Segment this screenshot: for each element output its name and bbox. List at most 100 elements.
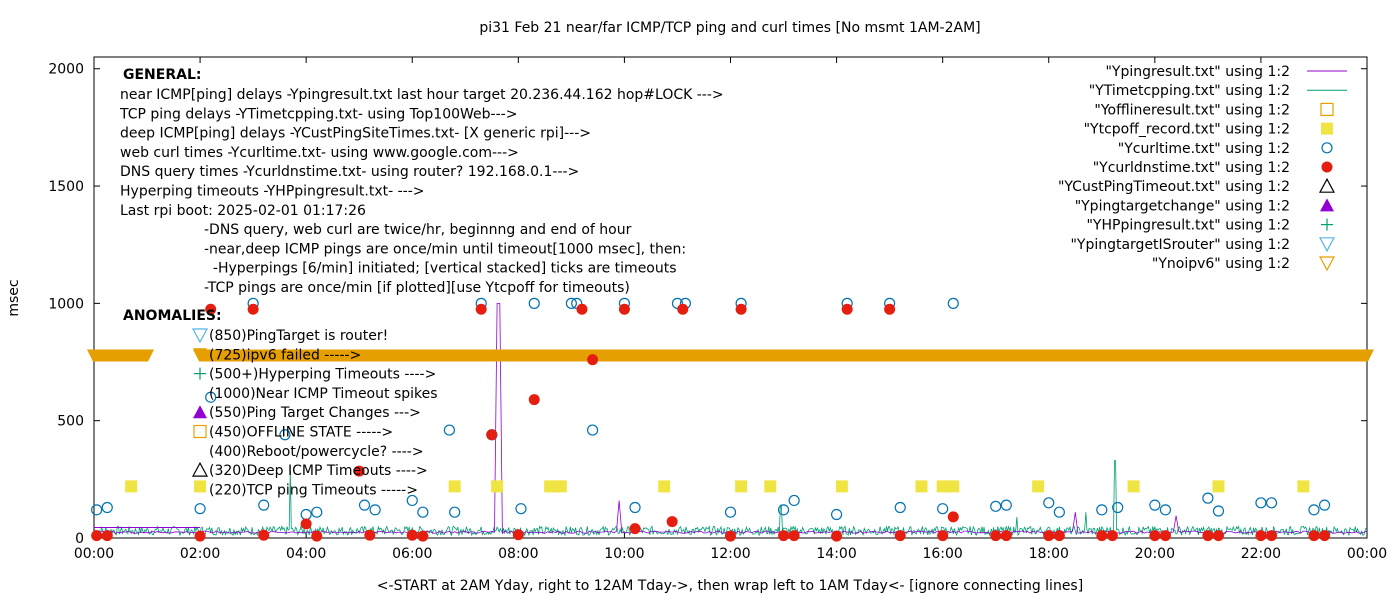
legend-label: "YTimetcpping.txt" using 1:2 (1089, 83, 1290, 99)
data-point (1043, 497, 1055, 509)
x-tick-label: 12:00 (710, 546, 750, 562)
legend-label: "Ytcpoff_record.txt" using 1:2 (1084, 122, 1290, 138)
data-point (1202, 492, 1214, 504)
x-tick-label: 08:00 (498, 546, 538, 562)
data-point (1212, 505, 1225, 517)
note-line: -Hyperpings [6/min] initiated; [vertical… (204, 261, 677, 277)
data-point (1053, 506, 1065, 518)
data-point (364, 529, 376, 541)
axis-ticks: 00:00 02:00 04:00 06:00 08:00 10:00 12:00 14:00… (48, 57, 1387, 562)
legend-marker (1321, 218, 1333, 231)
x-axis-label: <-START at 2AM Yday, right to 12AM Tday-… (377, 578, 1083, 594)
data-point (830, 508, 843, 521)
data-point (311, 530, 323, 542)
x-tick-label: 14:00 (816, 546, 856, 562)
data-point (205, 303, 217, 315)
data-point (1319, 530, 1331, 542)
data-point (417, 506, 429, 518)
data-point (91, 504, 103, 516)
data-point (1255, 497, 1267, 509)
data-point (1043, 530, 1055, 542)
data-point (586, 424, 599, 436)
data-point (1149, 530, 1161, 542)
data-point (101, 501, 113, 514)
data-point (1112, 501, 1124, 514)
legend-marker (1320, 198, 1334, 212)
data-point (417, 530, 429, 542)
anomaly-marker (191, 328, 209, 344)
legend-label: "Ypingresult.txt" using 1:2 (1105, 64, 1290, 80)
note-line: -TCP pings are once/min [if plotted][use… (204, 280, 630, 296)
data-point (300, 518, 312, 530)
general-line: Hyperping timeouts -YHPpingresult.txt- -… (120, 184, 425, 200)
annotation-text: GENERAL: near ICMP[ping] delays -Ypingres… (119, 67, 724, 498)
data-point (311, 506, 323, 518)
general-line: web curl times -Ycurltime.txt- using www… (120, 145, 519, 161)
data-point (724, 506, 737, 518)
data-point (1297, 480, 1310, 493)
data-point (491, 480, 504, 493)
general-line: Last rpi boot: 2025-02-01 01:17:26 (120, 203, 366, 219)
anomaly-marker (193, 424, 207, 439)
data-point (884, 303, 896, 315)
data-point (1096, 530, 1108, 542)
data-point (512, 529, 524, 541)
legend-label: "YHPpingresult.txt" using 1:2 (1086, 218, 1290, 234)
legend-marker (1318, 256, 1336, 272)
data-point (1308, 504, 1320, 516)
anomaly-label: (450)OFFLINE STATE -----> (209, 425, 393, 441)
y-tick-label: 1500 (48, 179, 84, 195)
y-tick-label: 1000 (48, 296, 84, 312)
y-tick-label: 500 (57, 414, 84, 430)
data-point (194, 503, 206, 515)
data-point (629, 501, 641, 514)
data-point (358, 499, 371, 511)
data-point (947, 511, 959, 523)
data-point (475, 303, 487, 315)
anomaly-marker (193, 405, 207, 419)
ipv6-band (87, 349, 1374, 362)
data-point (353, 465, 365, 477)
anomaly-label: (400)Reboot/powercycle? ----> (209, 444, 424, 460)
data-point (666, 516, 678, 528)
data-point (1212, 530, 1224, 542)
anomaly-label: (550)Ping Target Changes ---> (209, 405, 421, 421)
x-tick-label: 10:00 (604, 546, 644, 562)
data-point (1000, 499, 1012, 511)
data-point (576, 303, 588, 315)
data-point (894, 501, 906, 514)
data-point (1159, 504, 1172, 516)
general-line: deep ICMP[ping] delays -YCustPingSiteTim… (120, 126, 591, 142)
note-line: -DNS query, web curl are twice/hr, begin… (204, 222, 632, 238)
data-point (565, 297, 577, 309)
data-point (544, 480, 557, 493)
data-point (831, 530, 843, 542)
legend-marker (1320, 102, 1334, 117)
data-point (279, 429, 291, 441)
data-point (1053, 530, 1065, 542)
anomaly-label: (320)Deep ICMP Timeouts ----> (209, 463, 428, 479)
data-point (1149, 499, 1161, 511)
anomaly-label: (500+)Hyperping Timeouts ----> (209, 367, 436, 383)
legend-label: "Ycurltime.txt" using 1:2 (1118, 141, 1290, 157)
legend-label: "Ycurldnstime.txt" using 1:2 (1093, 160, 1290, 176)
note-line: -near,deep ICMP pings are once/min until… (204, 241, 686, 257)
legend-label: "YpingtargetISrouter" using 1:2 (1070, 237, 1290, 253)
data-point (629, 523, 641, 535)
legend-marker (1321, 142, 1333, 154)
data-point (677, 303, 689, 315)
data-point (841, 303, 853, 315)
data-point (1106, 530, 1118, 542)
legend-label: "Ynoipv6" using 1:2 (1152, 256, 1290, 272)
anomaly-label: (725)ipv6 failed -----> (209, 347, 361, 363)
data-point (618, 303, 630, 315)
data-point (406, 529, 418, 541)
data-point (258, 499, 270, 511)
data-point (247, 303, 259, 315)
data-point (194, 530, 206, 542)
data-point (1266, 530, 1278, 542)
data-point (194, 480, 207, 493)
x-tick-label: 20:00 (1135, 546, 1175, 562)
data-point (587, 354, 599, 366)
